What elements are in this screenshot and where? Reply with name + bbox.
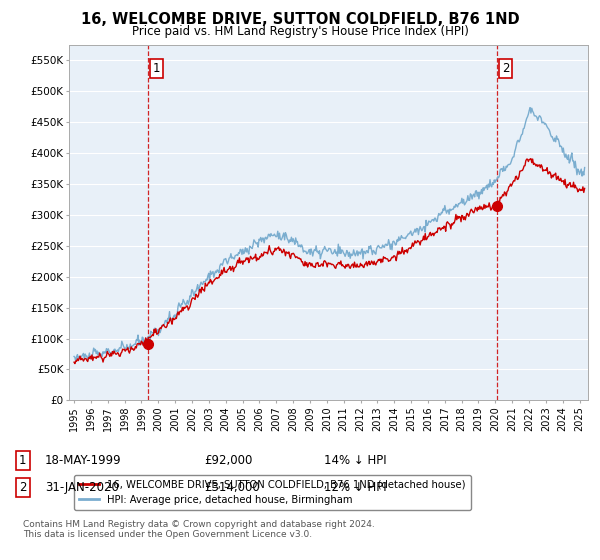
Text: 1: 1 (19, 454, 26, 467)
Text: 18-MAY-1999: 18-MAY-1999 (45, 454, 122, 467)
Text: 12% ↓ HPI: 12% ↓ HPI (324, 480, 386, 494)
Text: £92,000: £92,000 (204, 454, 253, 467)
Text: £314,000: £314,000 (204, 480, 260, 494)
Legend: 16, WELCOMBE DRIVE, SUTTON COLDFIELD, B76 1ND (detached house), HPI: Average pri: 16, WELCOMBE DRIVE, SUTTON COLDFIELD, B7… (74, 475, 470, 510)
Text: 2: 2 (19, 480, 26, 494)
Text: 31-JAN-2020: 31-JAN-2020 (45, 480, 119, 494)
Text: Contains HM Land Registry data © Crown copyright and database right 2024.
This d: Contains HM Land Registry data © Crown c… (23, 520, 374, 539)
Text: 1: 1 (153, 62, 160, 75)
Text: 14% ↓ HPI: 14% ↓ HPI (324, 454, 386, 467)
Text: 16, WELCOMBE DRIVE, SUTTON COLDFIELD, B76 1ND: 16, WELCOMBE DRIVE, SUTTON COLDFIELD, B7… (80, 12, 520, 27)
Text: Price paid vs. HM Land Registry's House Price Index (HPI): Price paid vs. HM Land Registry's House … (131, 25, 469, 38)
Text: 2: 2 (502, 62, 509, 75)
